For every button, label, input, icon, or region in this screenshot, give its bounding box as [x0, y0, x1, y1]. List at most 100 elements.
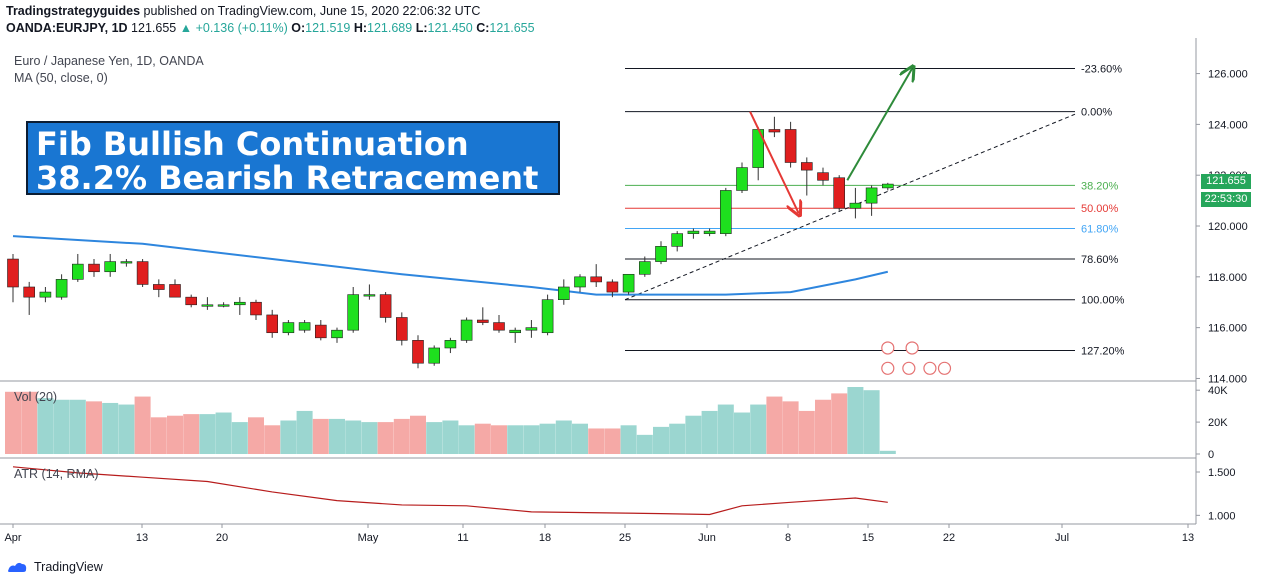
- volume-bar: [280, 420, 297, 454]
- symbol-info: OANDA:EURJPY, 1D 121.655 ▲ +0.136 (+0.11…: [6, 21, 535, 35]
- bull-candle: [671, 233, 684, 247]
- time-tick-label: 25: [619, 532, 631, 544]
- volume-bar: [539, 423, 556, 454]
- volume-bar: [879, 450, 896, 454]
- footer-brand[interactable]: TradingView: [6, 560, 103, 574]
- close-value: 121.655: [489, 21, 535, 35]
- bull-candle: [865, 187, 878, 204]
- price-tick-label: 114.000: [1208, 373, 1247, 385]
- bull-candle: [282, 322, 295, 334]
- volume-bar: [183, 414, 200, 454]
- price-tick-label: 118.000: [1208, 272, 1247, 284]
- bear-candle: [379, 294, 392, 318]
- volume-bar: [734, 412, 750, 454]
- footer-brand-text: TradingView: [34, 560, 103, 574]
- time-tick-label: May: [358, 532, 379, 544]
- volume-legend[interactable]: Vol (20): [14, 390, 57, 404]
- price-pane[interactable]: -23.60% 0.00% 38.20% 50.00% 61.80% 78.60% 100.…: [7, 63, 1125, 375]
- fib-level-label: -23.60%: [1081, 63, 1122, 75]
- price-tick-label: 120.000: [1208, 221, 1248, 233]
- last-price-tag: 121.655: [1201, 174, 1251, 189]
- volume-bar: [669, 423, 686, 454]
- time-tick-label: 8: [785, 532, 791, 544]
- bear-candle: [493, 322, 505, 331]
- volume-bar: [831, 393, 848, 454]
- symbol-name: OANDA:EURJPY, 1D: [6, 21, 128, 35]
- volume-bar: [199, 414, 216, 454]
- publish-info: Tradingstrategyguides published on Tradi…: [6, 4, 480, 18]
- price-change: +0.136 (+0.11%): [195, 21, 288, 35]
- volume-bar: [361, 422, 378, 454]
- volume-bar: [604, 428, 621, 454]
- bear-candle: [817, 172, 829, 181]
- event-marker-icon: [923, 361, 937, 375]
- chart-area[interactable]: -23.60% 0.00% 38.20% 50.00% 61.80% 78.60% 100.…: [0, 38, 1268, 548]
- low-label: L:: [415, 21, 428, 35]
- bear-candle: [412, 340, 424, 364]
- volume-bar: [798, 410, 815, 454]
- fib-level-label: 127.20%: [1081, 346, 1125, 358]
- bear-candle: [768, 129, 781, 133]
- volume-bar: [53, 399, 70, 454]
- volume-pane[interactable]: [5, 387, 896, 454]
- atr-tick-label: 1.500: [1208, 467, 1236, 479]
- bull-candle: [444, 340, 457, 349]
- volume-bar: [248, 417, 264, 454]
- volume-bar: [653, 426, 669, 454]
- event-marker-icon: [905, 341, 919, 355]
- high-value: 121.689: [367, 21, 413, 35]
- published-text: published on TradingView.com, June 15, 2…: [143, 4, 481, 18]
- bull-candle: [557, 286, 570, 300]
- bull-candle: [331, 329, 343, 339]
- bull-candle: [234, 301, 246, 306]
- tradingview-logo-icon: [8, 562, 27, 572]
- time-tick-label: Apr: [4, 532, 21, 544]
- volume-bar: [442, 420, 459, 454]
- event-marker-icon: [881, 361, 895, 375]
- ma50-line: [12, 235, 889, 296]
- event-marker-icon: [902, 361, 916, 375]
- open-value: 121.519: [305, 21, 351, 35]
- bull-candle: [72, 263, 84, 280]
- bull-candle: [104, 261, 116, 273]
- volume-bar: [847, 387, 864, 454]
- volume-bar: [118, 404, 135, 454]
- volume-bar: [37, 398, 54, 454]
- volume-bar: [345, 420, 362, 454]
- volume-bar: [717, 404, 734, 454]
- volume-bar: [555, 420, 572, 454]
- atr-legend[interactable]: ATR (14, RMA): [14, 467, 99, 481]
- low-value: 121.450: [427, 21, 473, 35]
- change-up-icon: ▲: [179, 21, 193, 35]
- ma-legend[interactable]: MA (50, close, 0): [14, 71, 108, 85]
- volume-bar: [150, 417, 167, 454]
- volume-bar: [588, 428, 605, 454]
- bull-candle: [509, 329, 522, 334]
- volume-bar: [312, 418, 329, 454]
- volume-bar: [69, 399, 86, 454]
- bear-candle: [314, 324, 327, 339]
- volume-bar: [474, 423, 491, 454]
- atr-pane[interactable]: [12, 466, 888, 516]
- bear-candle: [136, 261, 149, 285]
- bull-candle: [881, 183, 894, 189]
- close-label: C:: [476, 21, 490, 35]
- volume-bar: [426, 422, 443, 454]
- bull-candle: [736, 167, 748, 191]
- bull-candle: [687, 230, 700, 234]
- volume-bar: [296, 410, 313, 454]
- volume-bar: [5, 391, 21, 454]
- price-tick-label: 126.000: [1208, 69, 1248, 81]
- volume-bar: [507, 425, 524, 454]
- high-label: H:: [353, 21, 368, 35]
- instrument-legend[interactable]: Euro / Japanese Yen, 1D, OANDA: [14, 54, 204, 68]
- strategy-title-box[interactable]: Fib Bullish Continuation 38.2% Bearish R…: [26, 121, 560, 195]
- volume-tick-label: 0: [1208, 449, 1214, 461]
- bull-candle: [574, 276, 586, 288]
- bear-candle: [169, 284, 181, 298]
- time-tick-label: 13: [136, 532, 148, 544]
- fib-level-label: 38.20%: [1081, 180, 1119, 192]
- price-tick-label: 124.000: [1208, 119, 1248, 131]
- bear-candle: [23, 286, 36, 298]
- volume-bar: [377, 422, 394, 454]
